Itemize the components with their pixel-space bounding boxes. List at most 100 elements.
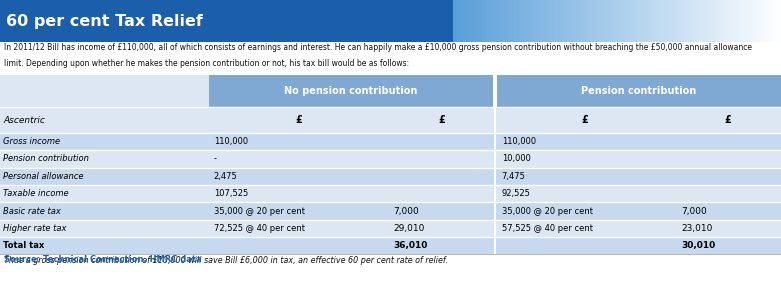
Bar xyxy=(490,0,494,42)
Text: Higher rate tax: Higher rate tax xyxy=(3,224,66,233)
Bar xyxy=(690,0,695,42)
Bar xyxy=(707,0,711,42)
Bar xyxy=(761,0,765,42)
Bar xyxy=(772,0,777,42)
Bar xyxy=(588,0,592,42)
Bar xyxy=(752,0,756,42)
Bar xyxy=(0,237,781,254)
Bar xyxy=(482,0,486,42)
Bar xyxy=(621,0,625,42)
Bar xyxy=(0,107,781,133)
Bar xyxy=(511,0,515,42)
Text: 107,525: 107,525 xyxy=(214,189,248,198)
Bar xyxy=(597,0,601,42)
Bar xyxy=(0,168,781,185)
Bar xyxy=(469,0,473,42)
Bar xyxy=(674,0,679,42)
Bar xyxy=(670,0,674,42)
Text: Pension contribution: Pension contribution xyxy=(3,154,89,164)
Text: Ascentric: Ascentric xyxy=(3,116,45,125)
Text: £: £ xyxy=(581,115,588,125)
Bar xyxy=(539,0,543,42)
Bar xyxy=(0,150,781,168)
Bar xyxy=(723,0,728,42)
Bar xyxy=(617,0,621,42)
Text: 7,000: 7,000 xyxy=(681,206,707,216)
Text: £: £ xyxy=(295,115,302,125)
Bar xyxy=(765,0,769,42)
Bar xyxy=(711,0,715,42)
Text: Thus a gross pension contribution of £10,000 will save Bill £6,000 in tax, an ef: Thus a gross pension contribution of £10… xyxy=(4,256,448,265)
Text: 110,000: 110,000 xyxy=(214,137,248,146)
Bar xyxy=(592,0,597,42)
Bar xyxy=(0,75,209,107)
Bar xyxy=(506,0,511,42)
Bar xyxy=(637,0,641,42)
Bar xyxy=(777,0,781,42)
Text: Gross income: Gross income xyxy=(3,137,60,146)
Text: Taxable income: Taxable income xyxy=(3,189,69,198)
Bar xyxy=(728,0,732,42)
Bar xyxy=(559,0,564,42)
Bar xyxy=(601,0,604,42)
Text: 72,525 @ 40 per cent: 72,525 @ 40 per cent xyxy=(214,224,305,233)
Text: -: - xyxy=(214,154,217,164)
Text: 35,000 @ 20 per cent: 35,000 @ 20 per cent xyxy=(501,206,593,216)
Bar xyxy=(461,0,465,42)
Bar xyxy=(736,0,740,42)
Bar xyxy=(498,0,502,42)
Text: Basic rate tax: Basic rate tax xyxy=(3,206,61,216)
Text: Total tax: Total tax xyxy=(3,241,45,250)
Bar xyxy=(703,0,707,42)
Bar xyxy=(564,0,568,42)
Text: 29,010: 29,010 xyxy=(393,224,424,233)
Text: limit. Depending upon whether he makes the pension contribution or not, his tax : limit. Depending upon whether he makes t… xyxy=(4,59,409,68)
Text: 57,525 @ 40 per cent: 57,525 @ 40 per cent xyxy=(501,224,593,233)
Bar xyxy=(695,0,699,42)
Bar xyxy=(555,0,559,42)
Text: Pension contribution: Pension contribution xyxy=(581,86,697,96)
Bar xyxy=(576,0,580,42)
Bar xyxy=(756,0,761,42)
Bar xyxy=(522,0,526,42)
Text: 35,000 @ 20 per cent: 35,000 @ 20 per cent xyxy=(214,206,305,216)
Text: 2,475: 2,475 xyxy=(214,172,237,181)
Bar xyxy=(609,0,613,42)
Text: 36,010: 36,010 xyxy=(393,241,427,250)
Bar xyxy=(719,0,723,42)
Bar xyxy=(613,0,617,42)
Bar xyxy=(494,75,496,254)
Bar xyxy=(0,185,781,202)
Text: In 2011/12 Bill has income of £110,000, all of which consists of earnings and in: In 2011/12 Bill has income of £110,000, … xyxy=(4,43,752,53)
Text: 7,475: 7,475 xyxy=(501,172,526,181)
Bar xyxy=(519,0,522,42)
Bar xyxy=(646,0,650,42)
Bar xyxy=(457,0,461,42)
Bar xyxy=(502,0,506,42)
Bar xyxy=(666,0,670,42)
Bar xyxy=(683,0,686,42)
Bar xyxy=(625,0,629,42)
Text: Source: Technical Connection, HMRC data: Source: Technical Connection, HMRC data xyxy=(4,255,201,264)
Bar xyxy=(650,0,654,42)
Bar xyxy=(568,0,572,42)
Text: £: £ xyxy=(438,115,445,125)
Text: 60 per cent Tax Relief: 60 per cent Tax Relief xyxy=(6,14,203,28)
Text: 110,000: 110,000 xyxy=(501,137,536,146)
Bar xyxy=(572,0,576,42)
Bar xyxy=(551,0,555,42)
Bar xyxy=(477,0,482,42)
Bar xyxy=(0,220,781,237)
Bar xyxy=(769,0,772,42)
Bar xyxy=(544,0,547,42)
Bar xyxy=(748,0,752,42)
Bar xyxy=(740,0,744,42)
Bar xyxy=(486,0,490,42)
Bar xyxy=(658,0,662,42)
Bar xyxy=(0,0,781,42)
Bar xyxy=(584,0,588,42)
Bar xyxy=(580,0,584,42)
Bar xyxy=(494,0,498,42)
Text: 30,010: 30,010 xyxy=(681,241,715,250)
Text: 7,000: 7,000 xyxy=(393,206,419,216)
